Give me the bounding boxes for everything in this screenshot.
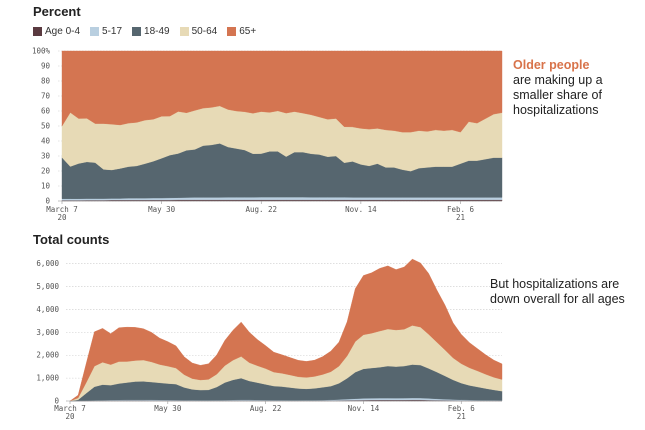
legend-label-5-17: 5-17 [102,26,123,37]
chart-counts: 0 1,000 2,000 3,000 4,000 5,000 6,000 March 720… [36,258,503,421]
legend-item-18-49: 18-49 [132,26,170,37]
legend-label-65-plus: 65+ [239,26,257,37]
annotation-percent-highlight: Older people [513,58,590,72]
legend-item-age-0-4: Age 0-4 [33,26,80,37]
legend-item-65-plus: 65+ [227,26,256,37]
legend-label-50-64: 50-64 [191,26,218,37]
legend-item-50-64: 50-64 [179,26,218,37]
legend-item-5-17: 5-17 [90,26,122,37]
annotation-percent-text: are making up a smaller share of hospita… [513,73,603,117]
x-tick-label-year: 21 [457,412,466,421]
y-tick-label: 30 [41,152,51,161]
area-counts-65-plus [69,258,503,402]
y-tick-label: 0 [45,197,50,206]
y-tick-label: 3,000 [36,328,59,337]
y-tick-label: 10 [41,182,51,191]
legend: Age 0-4 5-17 18-49 50-64 65+ [33,26,256,37]
y-tick-label: 70 [41,92,51,101]
x-tick-label: May 30 [148,205,176,214]
legend-swatch-age-0-4 [33,27,42,36]
y-tick-label: 4,000 [36,305,59,314]
y-tick-label: 0 [54,397,59,406]
y-tick-label: 100% [32,47,51,56]
legend-swatch-5-17 [90,27,100,36]
y-tick-label: 1,000 [36,374,59,383]
legend-swatch-65-plus [227,27,237,36]
x-tick-label: Aug. 22 [245,205,277,214]
y-tick-label: 90 [41,62,51,71]
x-tick-label: Feb. 6 [447,205,475,214]
y-tick-label: 50 [41,122,51,131]
x-tick-label: Nov. 14 [345,205,377,214]
y-tick-label: 2,000 [36,351,59,360]
x-tick-label: March 7 [46,205,78,214]
y-tick-label: 6,000 [36,259,59,268]
legend-label-age-0-4: Age 0-4 [45,26,81,37]
x-tick-label-year: 21 [456,213,465,222]
x-tick-label-year: 20 [57,213,67,222]
y-tick-label: 60 [41,107,51,116]
x-tick-label-year: 20 [65,412,75,421]
x-tick-label: May 30 [154,404,182,413]
y-tick-label: 80 [41,77,51,86]
x-tick-label: Feb. 6 [448,404,476,413]
chart-title-total-counts: Total counts [33,232,110,247]
legend-swatch-50-64 [179,27,189,36]
area-percent-65-plus [61,50,503,133]
legend-swatch-18-49 [132,27,142,36]
legend-label-18-49: 18-49 [144,26,170,37]
chart-title-percent: Percent [33,4,81,19]
annotation-percent: Older people are making up a smaller sha… [513,58,633,118]
y-tick-label: 5,000 [36,282,59,291]
x-tick-label: March 7 [54,404,86,413]
y-tick-label: 20 [41,167,51,176]
x-tick-label: Nov. 14 [348,404,380,413]
y-tick-label: 40 [41,137,51,146]
x-tick-label: Aug. 22 [250,404,282,413]
annotation-counts: But hospitalizations are down overall fo… [490,277,625,306]
